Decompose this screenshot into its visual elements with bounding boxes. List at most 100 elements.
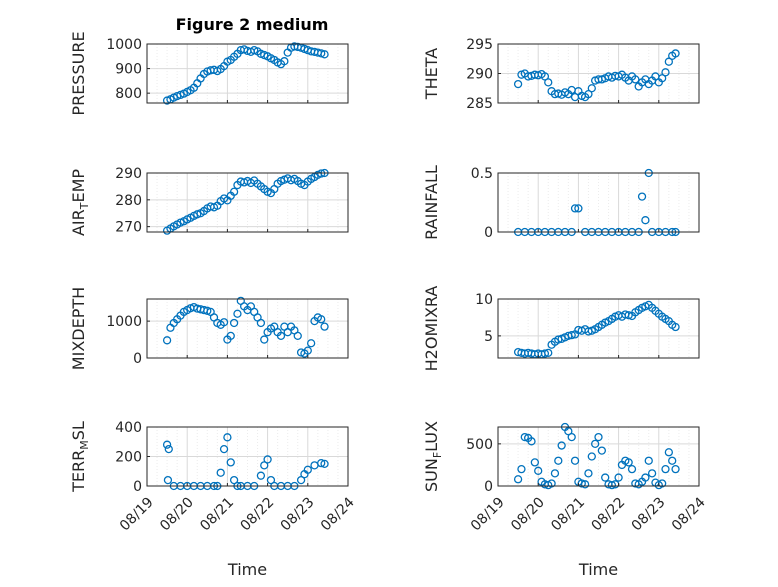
data-point: [567, 330, 576, 340]
data-point: [540, 349, 550, 358]
data-series: [513, 49, 680, 102]
data-point: [587, 84, 596, 93]
data-point: [219, 318, 229, 327]
data-point: [303, 346, 312, 355]
y-axis-label: SUNFLUX: [422, 421, 444, 492]
y-tick-label: 1000: [106, 37, 142, 53]
y-tick-label: 400: [115, 420, 142, 436]
data-point: [226, 458, 235, 467]
data-point: [544, 348, 553, 357]
subplot-air-temp: 270 280 290 AIRTEMP: [69, 166, 349, 236]
y-tick-label: 1000: [106, 314, 142, 330]
data-point: [229, 318, 239, 328]
y-axis-label: TERRMSL: [69, 421, 91, 493]
data-point: [594, 432, 603, 442]
data-point: [591, 439, 600, 449]
data-point: [584, 469, 593, 478]
data-point: [601, 473, 610, 482]
data-point: [306, 339, 316, 348]
data-point: [513, 79, 523, 89]
y-axis-label: THETA: [422, 48, 441, 100]
data-series: [513, 300, 680, 359]
data-point: [671, 322, 680, 332]
data-point: [320, 459, 329, 469]
axes-frame: [497, 298, 700, 359]
data-point: [320, 50, 329, 59]
data-point: [226, 331, 235, 341]
data-point: [627, 464, 637, 474]
data-point: [517, 464, 526, 474]
data-point: [641, 216, 650, 225]
data-point: [661, 464, 670, 474]
data-series: [162, 168, 329, 235]
data-point: [276, 331, 286, 341]
y-axis-label: H2OMIXRA: [422, 286, 441, 372]
data-point: [320, 322, 329, 331]
data-point: [216, 468, 225, 477]
y-tick-label: 270: [115, 220, 142, 236]
data-series: [162, 296, 329, 358]
y-tick-label: 285: [466, 96, 493, 112]
data-point: [644, 456, 653, 465]
data-point: [671, 464, 680, 474]
data-point: [631, 75, 640, 84]
y-tick-label: 800: [115, 86, 142, 102]
data-series: [513, 422, 680, 490]
data-point: [164, 444, 173, 454]
y-axis-label: AIRTEMP: [69, 169, 91, 236]
data-point: [256, 471, 266, 480]
data-point: [256, 318, 266, 328]
subplot-theta: 285 290 295 THETA: [422, 37, 700, 112]
data-point: [263, 455, 272, 464]
data-point: [587, 452, 596, 461]
data-point: [607, 481, 617, 490]
y-tick-label: 500: [466, 437, 493, 453]
subplot-pressure: 800 900 1000 PRESSURE: [69, 31, 349, 116]
data-point: [574, 204, 583, 213]
data-point: [544, 78, 553, 87]
axes-frame: [146, 43, 349, 104]
data-point: [661, 68, 670, 77]
data-point: [641, 473, 650, 482]
data-point: [557, 441, 566, 450]
x-axis-label: Time: [578, 560, 618, 579]
data-point: [550, 469, 560, 478]
y-tick-label: 280: [115, 193, 142, 209]
data-point: [513, 475, 523, 484]
data-point: [293, 331, 302, 341]
axes-background: [498, 173, 699, 232]
data-point: [163, 475, 173, 485]
data-point: [547, 479, 556, 488]
y-tick-label: 295: [466, 37, 493, 53]
y-tick-label: 900: [115, 62, 142, 78]
y-tick-label: 290: [115, 166, 142, 182]
y-tick-label: 5: [484, 329, 493, 345]
data-point: [233, 309, 242, 318]
data-point: [570, 456, 580, 465]
data-point: [317, 169, 326, 178]
data-point: [624, 311, 633, 320]
data-point: [647, 469, 657, 478]
axes-frame: [497, 172, 700, 233]
data-point: [534, 466, 543, 475]
data-point: [664, 448, 673, 457]
subplot-h2omixra: 5 10 H2OMIXRA: [422, 286, 700, 372]
y-axis-label: MIXDEPTH: [69, 287, 88, 370]
data-point: [637, 192, 647, 201]
subplot-mixdepth: 0 1000 MIXDEPTH: [69, 287, 349, 370]
figure-title: Figure 2 medium: [176, 15, 329, 34]
data-point: [303, 465, 312, 474]
data-point: [317, 458, 326, 468]
data-point: [280, 57, 289, 66]
data-point: [317, 49, 326, 58]
data-point: [229, 187, 239, 196]
y-tick-label: 10: [475, 292, 493, 308]
data-point: [317, 315, 326, 324]
data-series: [162, 42, 329, 105]
data-point: [527, 437, 536, 446]
y-tick-label: 290: [466, 67, 493, 83]
data-point: [223, 433, 232, 442]
x-axis-label: Time: [227, 560, 267, 579]
data-point: [624, 458, 633, 467]
